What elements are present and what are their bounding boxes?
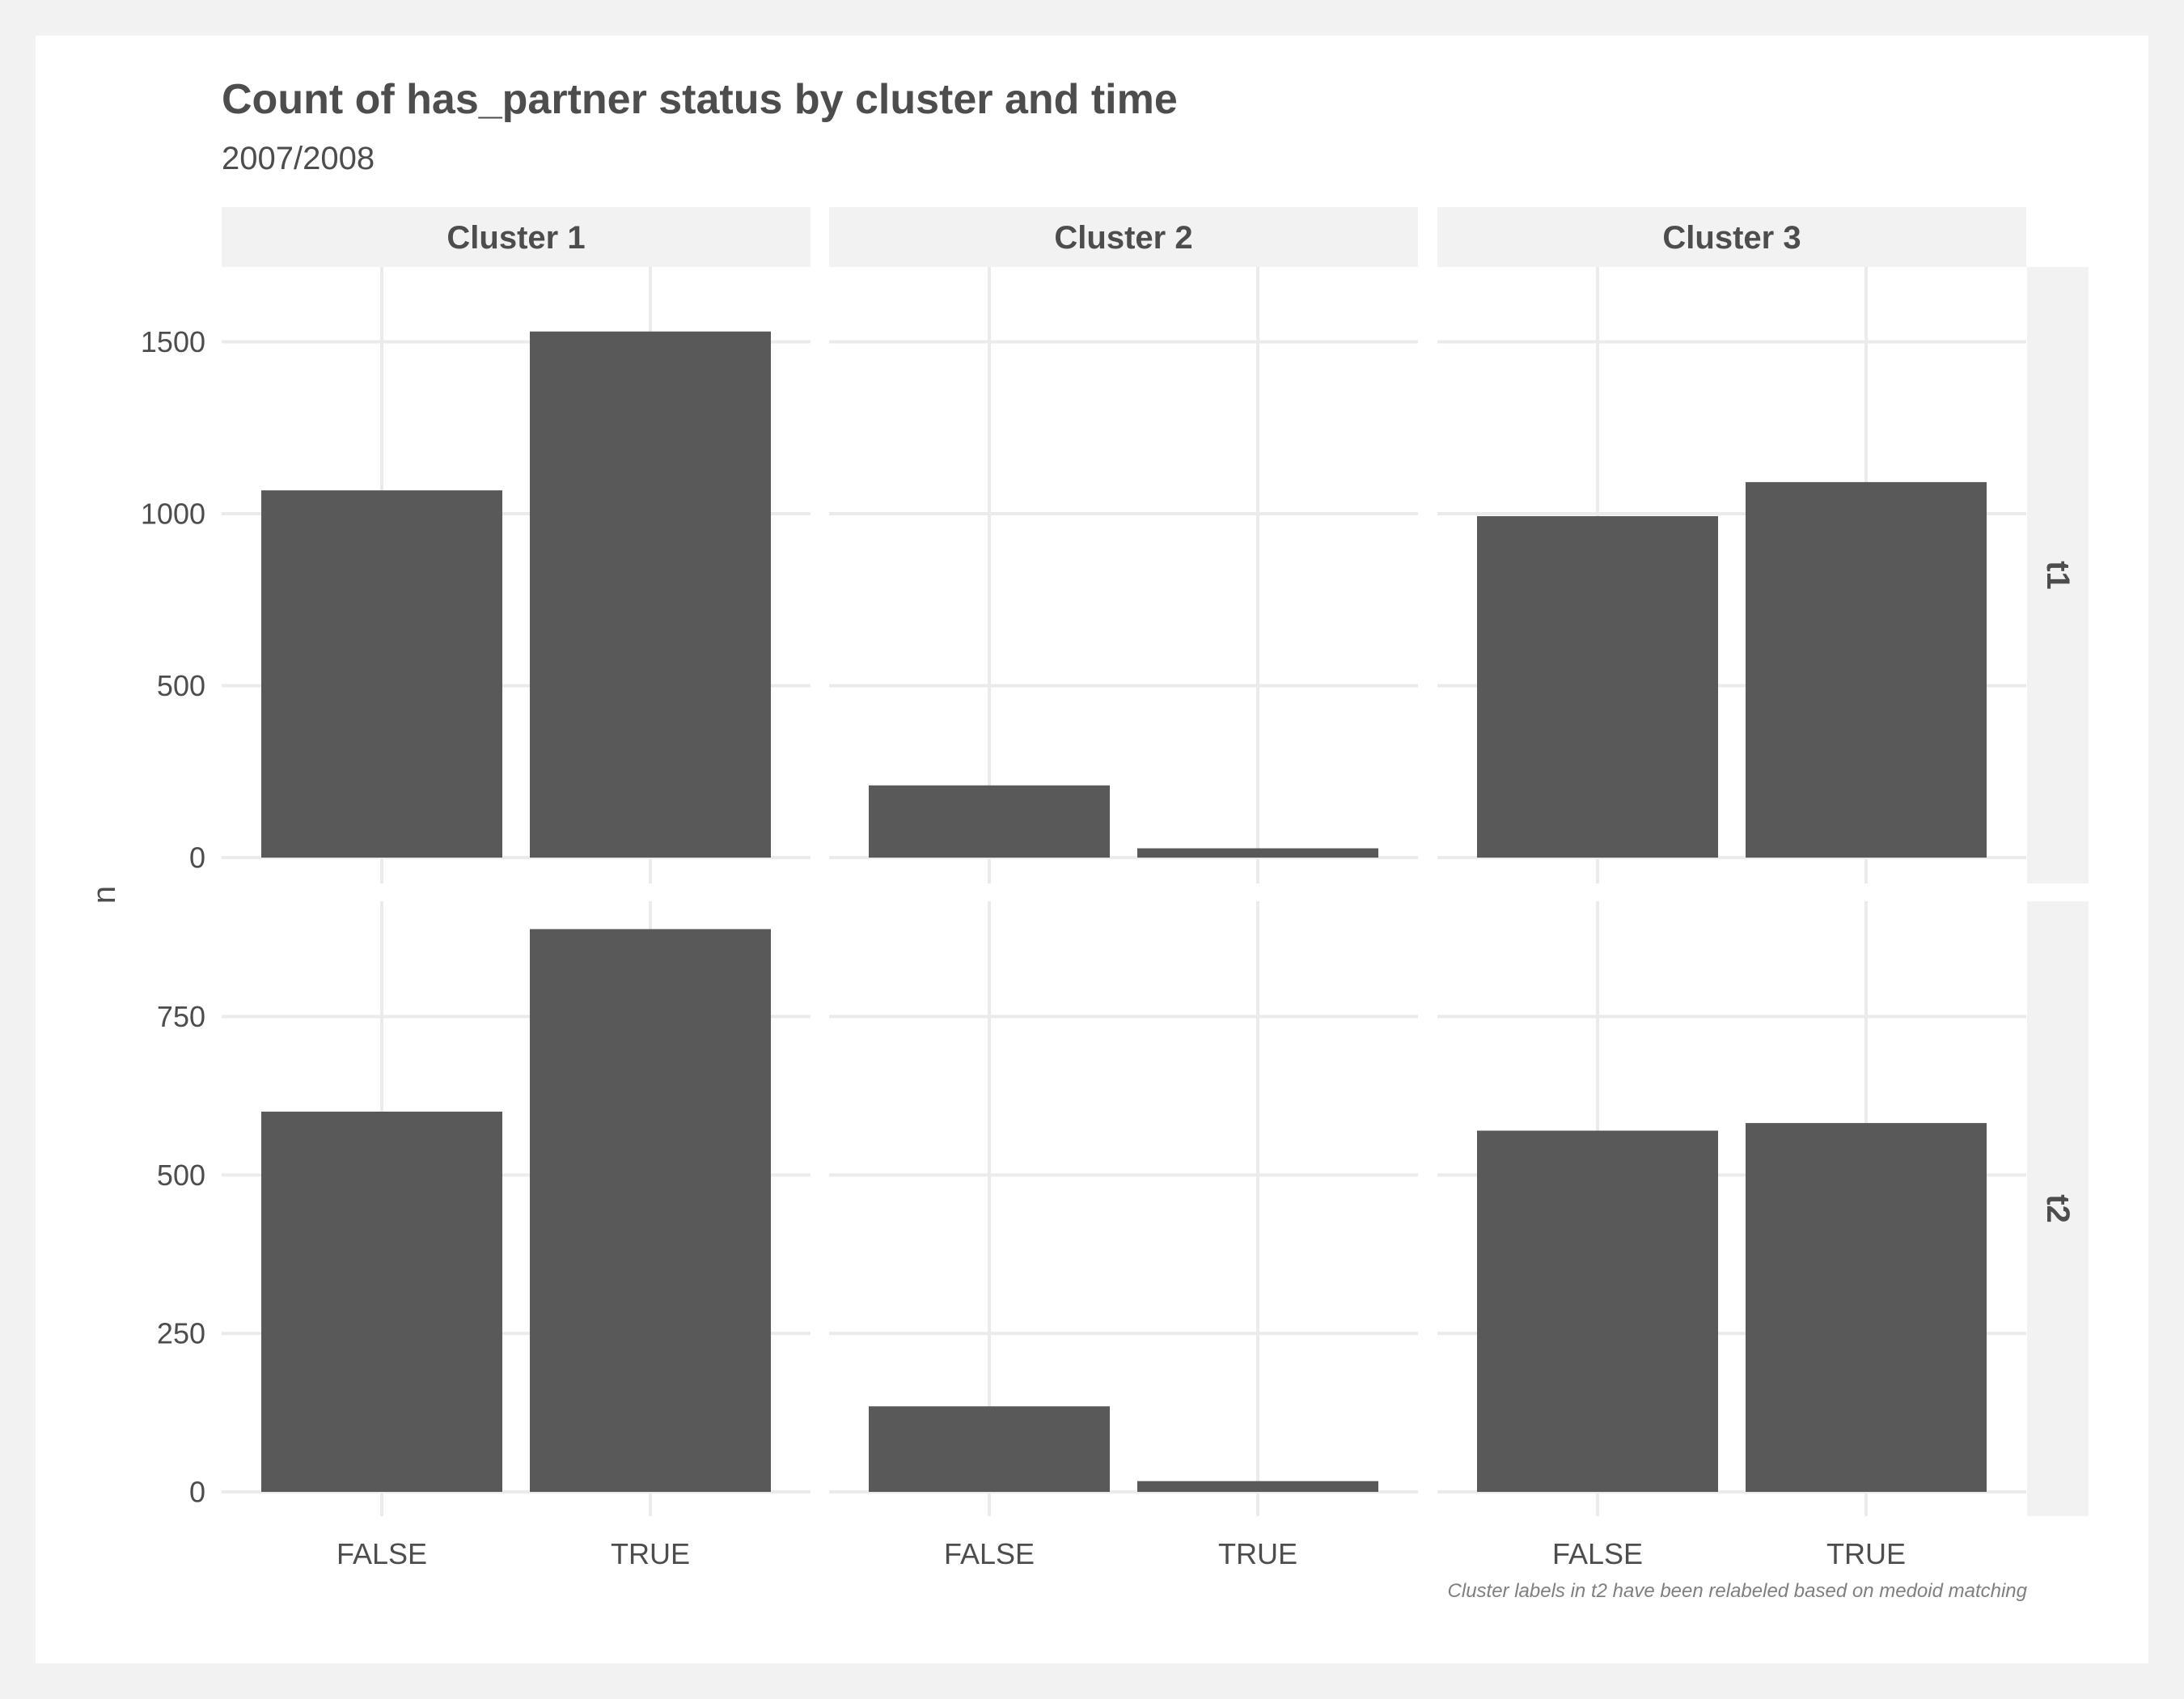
bar-cluster-2-t2-false <box>869 1406 1110 1492</box>
chart-subtitle: 2007/2008 <box>222 141 375 176</box>
bar-cluster-3-t1-true <box>1746 481 1987 858</box>
y-tick-label: 250 <box>157 1317 205 1350</box>
chart-caption: Cluster labels in t2 have been relabeled… <box>1448 1580 2028 1602</box>
x-tick-label: TRUE <box>1218 1537 1297 1570</box>
y-tick-label: 1500 <box>141 325 205 358</box>
y-tick-label: 0 <box>189 841 205 875</box>
bar-cluster-2-t2-true <box>1137 1481 1378 1492</box>
y-tick-label: 500 <box>157 669 205 702</box>
y-tick-label: 0 <box>189 1476 205 1509</box>
facet-strip-label: Cluster 2 <box>1054 220 1192 256</box>
x-tick-label: FALSE <box>336 1537 427 1570</box>
facet-strip-label: Cluster 1 <box>447 220 585 256</box>
x-tick-label: TRUE <box>1826 1537 1906 1570</box>
bar-cluster-1-t1-false <box>261 490 502 858</box>
facet-strip-t2 <box>2027 901 2089 1516</box>
x-tick-label: TRUE <box>611 1537 690 1570</box>
y-axis-title: n <box>87 886 122 904</box>
bar-cluster-1-t1-true <box>530 331 771 858</box>
bar-cluster-1-t2-false <box>261 1112 502 1492</box>
facet-strip-t1 <box>2027 267 2089 883</box>
bar-cluster-3-t1-false <box>1477 515 1718 858</box>
bar-cluster-1-t2-true <box>530 929 771 1492</box>
facet-strip-cluster-1 <box>222 207 811 267</box>
bar-cluster-2-t1-false <box>869 785 1110 858</box>
y-tick-label: 500 <box>157 1159 205 1192</box>
y-tick-label: 1000 <box>141 498 205 531</box>
facet-strip-cluster-3 <box>1437 207 2026 267</box>
bar-cluster-3-t2-true <box>1746 1123 1987 1492</box>
x-tick-label: FALSE <box>944 1537 1035 1570</box>
bar-cluster-2-t1-true <box>1137 848 1378 858</box>
chart-title: Count of has_partner status by cluster a… <box>222 76 1178 123</box>
facet-strip-label: Cluster 3 <box>1662 220 1801 256</box>
facet-strip-cluster-2 <box>829 207 1418 267</box>
bar-cluster-3-t2-false <box>1477 1130 1718 1492</box>
facet-strip-label: t1 <box>2040 561 2076 590</box>
facet-grid: Cluster 1 Cluster 2 Cluster 3 t1 0 500 1000 150… <box>141 207 2089 1570</box>
plot-card: Count of has_partner status by cluster a… <box>36 36 2148 1663</box>
facet-strip-label: t2 <box>2040 1194 2076 1223</box>
x-tick-label: FALSE <box>1552 1537 1643 1570</box>
y-tick-label: 750 <box>157 1000 205 1033</box>
faceted-bar-chart: Count of has_partner status by cluster a… <box>87 76 2089 1602</box>
